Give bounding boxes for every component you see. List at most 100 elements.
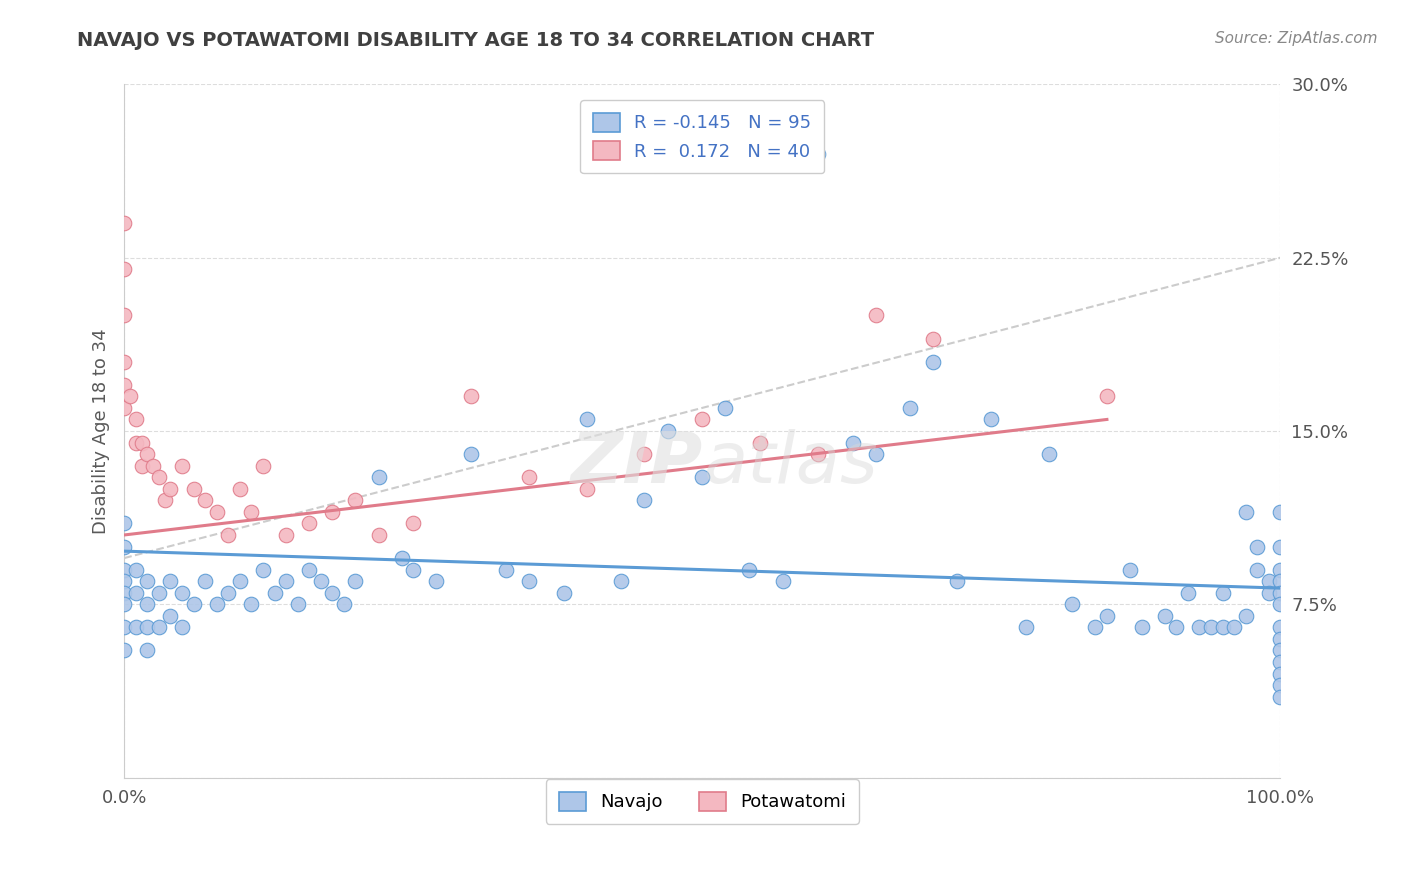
Point (136, 574, 159, 589)
Point (575, 412, 598, 426)
Point (1270, 563, 1292, 577)
Point (1270, 540, 1292, 554)
Point (148, 470, 170, 484)
Point (125, 435, 148, 450)
Point (153, 493, 176, 508)
Point (517, 574, 540, 589)
Text: ZIP: ZIP (571, 429, 703, 499)
Point (344, 493, 367, 508)
Point (1270, 585, 1292, 599)
Point (112, 377, 135, 392)
Point (402, 563, 425, 577)
Point (1270, 690, 1292, 704)
Point (125, 412, 148, 426)
Point (263, 585, 285, 599)
Point (112, 354, 135, 368)
Point (170, 585, 193, 599)
Point (112, 643, 135, 657)
Point (714, 401, 737, 415)
Point (159, 608, 181, 623)
Point (460, 389, 482, 403)
Point (194, 493, 217, 508)
Point (125, 563, 148, 577)
Point (633, 447, 655, 461)
Point (1153, 608, 1175, 623)
Point (1130, 620, 1153, 634)
Point (217, 528, 239, 542)
Point (344, 574, 367, 589)
Point (1270, 643, 1292, 657)
Point (112, 620, 135, 634)
Point (131, 435, 153, 450)
Point (610, 574, 633, 589)
Point (1270, 666, 1292, 681)
Point (1246, 540, 1268, 554)
Point (1270, 655, 1292, 669)
Point (229, 482, 252, 496)
Point (460, 447, 482, 461)
Point (112, 401, 135, 415)
Point (112, 309, 135, 323)
Point (112, 516, 135, 531)
Point (112, 563, 135, 577)
Point (1270, 632, 1292, 646)
Point (170, 458, 193, 473)
Point (287, 597, 309, 611)
Point (274, 528, 297, 542)
Point (945, 574, 967, 589)
Point (142, 458, 165, 473)
Point (205, 505, 228, 519)
Point (690, 412, 713, 426)
Point (690, 470, 713, 484)
Point (252, 458, 274, 473)
Point (148, 620, 170, 634)
Point (865, 309, 887, 323)
Legend: Navajo, Potawatomi: Navajo, Potawatomi (546, 780, 859, 824)
Point (772, 574, 794, 589)
Point (125, 585, 148, 599)
Point (1246, 563, 1268, 577)
Point (1270, 678, 1292, 692)
Point (112, 216, 135, 230)
Point (898, 401, 921, 415)
Point (1188, 620, 1211, 634)
Point (807, 447, 830, 461)
Point (159, 482, 181, 496)
Point (229, 574, 252, 589)
Point (1062, 597, 1084, 611)
Point (274, 574, 297, 589)
Point (240, 597, 263, 611)
Point (865, 447, 887, 461)
Point (136, 620, 159, 634)
Point (367, 528, 389, 542)
Point (391, 551, 413, 566)
Point (309, 574, 332, 589)
Point (1038, 447, 1060, 461)
Point (657, 424, 679, 438)
Point (298, 563, 321, 577)
Point (298, 516, 321, 531)
Point (425, 574, 447, 589)
Text: NAVAJO VS POTAWATOMI DISABILITY AGE 18 TO 34 CORRELATION CHART: NAVAJO VS POTAWATOMI DISABILITY AGE 18 T… (77, 31, 875, 50)
Point (194, 574, 217, 589)
Point (321, 505, 343, 519)
Point (170, 620, 193, 634)
Y-axis label: Disability Age 18 to 34: Disability Age 18 to 34 (93, 328, 110, 533)
Point (1212, 585, 1234, 599)
Point (159, 574, 181, 589)
Point (148, 585, 170, 599)
Text: atlas: atlas (703, 429, 877, 499)
Point (1095, 389, 1118, 403)
Point (1270, 597, 1292, 611)
Point (321, 585, 343, 599)
Point (131, 458, 153, 473)
Point (112, 585, 135, 599)
Point (1166, 620, 1188, 634)
Point (737, 563, 759, 577)
Point (807, 146, 830, 161)
Point (922, 354, 945, 368)
Point (1270, 505, 1292, 519)
Point (125, 620, 148, 634)
Point (1015, 620, 1038, 634)
Point (112, 540, 135, 554)
